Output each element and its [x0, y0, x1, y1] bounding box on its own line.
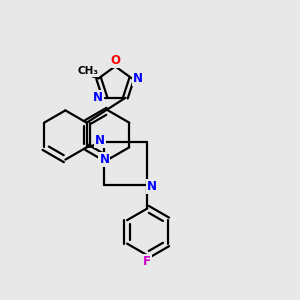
Text: N: N — [93, 91, 103, 104]
Text: N: N — [99, 153, 110, 166]
Text: N: N — [147, 180, 157, 194]
Text: O: O — [110, 54, 120, 68]
Text: N: N — [94, 134, 105, 147]
Text: CH₃: CH₃ — [77, 66, 98, 76]
Text: N: N — [133, 72, 143, 85]
Text: F: F — [143, 255, 151, 268]
